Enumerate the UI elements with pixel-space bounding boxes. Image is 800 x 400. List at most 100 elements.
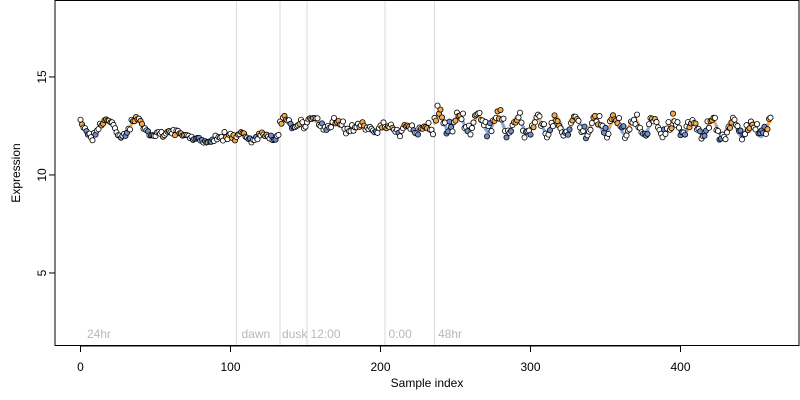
region-label-2: dusk	[282, 327, 308, 341]
data-point	[547, 127, 554, 134]
data-point	[452, 117, 459, 124]
data-point	[565, 131, 572, 138]
data-point	[605, 130, 612, 137]
data-point	[507, 128, 514, 135]
data-point	[676, 124, 683, 131]
data-point	[602, 124, 609, 131]
data-point	[668, 125, 675, 132]
y-tick-label: 10	[35, 168, 49, 182]
data-point	[715, 127, 722, 134]
data-point	[674, 119, 681, 126]
data-point	[488, 128, 495, 135]
data-point	[314, 115, 321, 122]
data-point	[616, 115, 623, 122]
x-axis: 0 100 200 300 400	[77, 345, 691, 374]
data-point	[275, 131, 282, 138]
data-point	[626, 126, 633, 133]
data-point	[449, 128, 456, 135]
data-point	[701, 132, 708, 139]
data-point	[587, 126, 594, 133]
region-label-3: 12:00	[311, 327, 341, 341]
data-point	[438, 114, 445, 121]
data-point	[396, 133, 403, 140]
data-point	[497, 106, 504, 113]
x-tick-label: 100	[220, 360, 240, 374]
data-point	[662, 130, 669, 137]
data-point	[737, 127, 744, 134]
data-point	[566, 126, 573, 133]
data-point	[425, 119, 432, 126]
data-point	[581, 123, 588, 130]
y-axis-label: Expression	[9, 143, 23, 202]
data-point	[670, 110, 677, 117]
data-point	[518, 119, 525, 126]
data-point	[127, 126, 134, 133]
region-lines	[236, 0, 435, 346]
data-point	[458, 116, 465, 123]
region-label-5: 48hr	[438, 327, 462, 341]
data-point	[432, 117, 439, 124]
data-point	[437, 106, 444, 113]
data-point	[575, 117, 582, 124]
data-point	[500, 115, 507, 122]
data-point	[712, 114, 719, 121]
x-tick-label: 400	[670, 360, 690, 374]
data-point	[623, 132, 630, 139]
data-point	[467, 131, 474, 138]
data-point	[724, 129, 731, 136]
data-point	[468, 125, 475, 132]
data-point	[653, 119, 660, 126]
data-point	[722, 136, 729, 143]
data-point	[644, 130, 651, 137]
x-tick-label: 300	[520, 360, 540, 374]
data-point	[754, 121, 761, 128]
data-point	[742, 131, 749, 138]
region-label-1: dawn	[242, 327, 271, 341]
y-tick-label: 5	[35, 269, 49, 276]
data-point	[550, 123, 557, 130]
data-point	[434, 102, 441, 109]
data-points	[77, 102, 774, 146]
y-axis: 5 10 15	[35, 70, 56, 276]
data-point	[278, 120, 285, 127]
data-point	[476, 109, 483, 116]
data-point	[414, 131, 421, 138]
data-point	[682, 131, 689, 138]
data-point	[470, 119, 477, 126]
data-point	[665, 119, 672, 126]
data-point	[429, 131, 436, 138]
data-point	[327, 124, 334, 131]
x-axis-label: Sample index	[391, 376, 464, 390]
data-point	[764, 126, 771, 133]
data-point	[89, 137, 96, 144]
data-point	[767, 114, 774, 121]
data-point	[752, 126, 759, 133]
data-point	[330, 114, 337, 121]
region-labels: 24hr dawn dusk 12:00 0:00 48hr	[87, 327, 462, 341]
data-point	[551, 112, 558, 119]
data-point	[731, 116, 738, 123]
region-label-4: 0:00	[389, 327, 413, 341]
data-point	[646, 121, 653, 128]
data-point	[620, 123, 627, 130]
data-point	[706, 124, 713, 131]
region-label-0: 24hr	[87, 327, 111, 341]
data-point	[727, 124, 734, 131]
data-point	[254, 136, 261, 143]
x-tick-label: 0	[77, 360, 84, 374]
data-point	[692, 120, 699, 127]
data-point	[634, 111, 641, 118]
data-point	[541, 121, 548, 128]
data-point	[503, 134, 510, 141]
data-point	[536, 113, 543, 120]
data-point	[483, 133, 490, 140]
data-point	[596, 113, 603, 120]
data-point	[532, 119, 539, 126]
data-point	[521, 134, 528, 141]
data-point	[517, 109, 524, 116]
x-tick-label: 200	[370, 360, 390, 374]
y-tick-label: 15	[35, 70, 49, 84]
data-point	[697, 128, 704, 135]
data-point	[380, 119, 387, 126]
